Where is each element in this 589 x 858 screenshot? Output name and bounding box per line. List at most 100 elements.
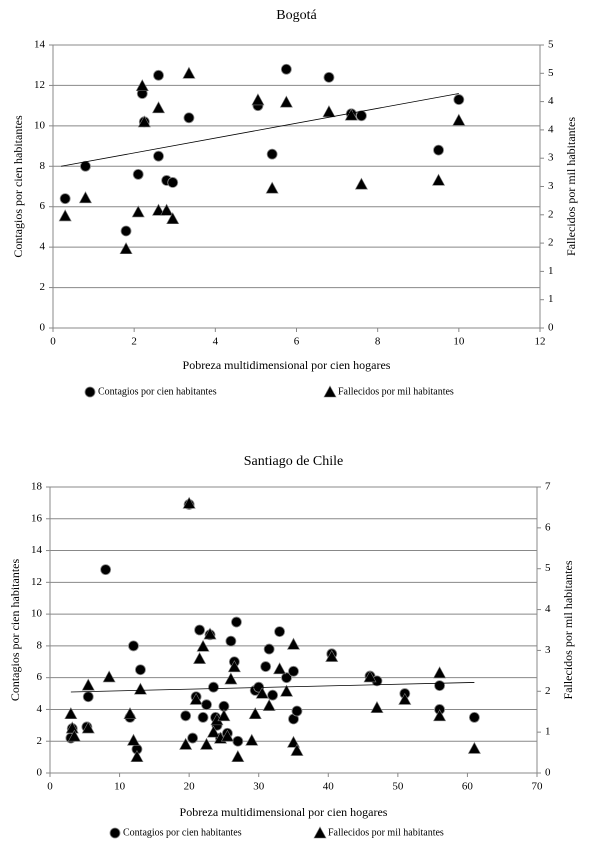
x-tick-label: 6 [294, 336, 300, 348]
y2-tick-label: 5 [548, 39, 554, 51]
data-point [433, 709, 447, 722]
data-point [467, 741, 481, 754]
y2-tick-label: 3 [548, 152, 554, 164]
x-tick-label: 40 [323, 781, 335, 793]
x-tick-label: 10 [453, 336, 465, 348]
y2-tick-label: 1 [548, 265, 554, 277]
data-point [201, 699, 212, 711]
chart-title: Santiago de Chile [244, 454, 344, 469]
data-point [231, 616, 242, 628]
data-point [67, 729, 81, 742]
data-point [180, 710, 192, 722]
data-point [290, 743, 304, 756]
y2-tick-label: 1 [545, 726, 551, 738]
data-point [64, 707, 78, 720]
data-point [206, 725, 220, 738]
y-tick-label: 4 [37, 703, 43, 715]
data-point [231, 750, 245, 762]
chart-title: Bogotá [276, 8, 317, 23]
y-tick-label: 8 [37, 639, 43, 651]
data-point [203, 627, 217, 640]
y-axis-label: Contagios por cien habitantes [8, 559, 22, 702]
y2-tick-label: 4 [548, 95, 554, 107]
y-axis-label: Contagios por cien habitantes [11, 115, 25, 258]
x-tick-label: 50 [392, 781, 404, 793]
y2-axis-label: Fallecidos por mil habitantes [561, 560, 575, 699]
data-point [227, 660, 241, 673]
data-point [363, 670, 377, 683]
x-tick-label: 0 [50, 336, 56, 348]
data-point [166, 212, 180, 225]
x-tick-label: 0 [47, 781, 53, 793]
data-point [398, 692, 412, 705]
data-point [263, 643, 275, 655]
x-tick-label: 70 [532, 781, 544, 793]
data-point [432, 173, 446, 186]
data-point [128, 640, 139, 652]
data-point [200, 737, 214, 750]
data-point [322, 105, 336, 118]
y-tick-label: 6 [37, 671, 43, 683]
data-point [280, 684, 294, 697]
y2-tick-label: 1 [548, 293, 554, 305]
y2-tick-label: 6 [545, 521, 551, 533]
data-point [232, 735, 244, 747]
y-tick-label: 16 [31, 512, 43, 524]
legend-label: Contagios por cien habitantes [123, 827, 242, 838]
data-point [266, 148, 278, 160]
data-point [65, 721, 79, 734]
data-point [370, 701, 384, 713]
data-point [225, 635, 237, 647]
data-point [197, 711, 209, 723]
y-tick-label: 0 [37, 767, 43, 779]
data-point [274, 626, 285, 637]
y-tick-label: 12 [34, 79, 45, 91]
data-point [131, 205, 145, 218]
data-point [59, 193, 71, 205]
y-tick-label: 10 [34, 119, 46, 131]
y-tick-label: 14 [34, 39, 46, 51]
y-tick-label: 4 [40, 241, 46, 253]
data-point [325, 649, 339, 662]
data-point [102, 670, 116, 683]
y-tick-label: 8 [40, 160, 46, 172]
data-point [452, 113, 466, 126]
y2-tick-label: 4 [548, 123, 554, 135]
data-point [81, 678, 95, 691]
data-point [251, 93, 265, 106]
data-point [193, 651, 207, 664]
data-point [220, 729, 234, 742]
data-point [260, 661, 272, 672]
data-point [433, 666, 447, 679]
data-point [434, 680, 446, 692]
y2-tick-label: 3 [548, 180, 554, 192]
data-point [262, 698, 276, 711]
x-tick-label: 4 [213, 336, 219, 348]
legend-label: Fallecidos por mil habitantes [328, 827, 444, 838]
data-point [323, 71, 335, 83]
data-point [267, 689, 279, 701]
x-tick-label: 8 [375, 336, 381, 348]
legend-marker [323, 385, 337, 398]
x-tick-label: 2 [131, 336, 137, 348]
data-point [153, 69, 164, 81]
y-tick-label: 2 [37, 735, 43, 747]
x-tick-label: 20 [184, 781, 196, 793]
y-tick-label: 6 [40, 200, 46, 212]
y-tick-label: 10 [31, 608, 43, 620]
data-point [135, 79, 149, 92]
data-point [80, 160, 91, 172]
trend-line [61, 93, 459, 167]
x-tick-label: 30 [253, 781, 265, 793]
data-point [119, 242, 133, 255]
data-point [132, 168, 144, 180]
data-point [160, 203, 174, 216]
y2-tick-label: 5 [548, 67, 554, 79]
data-point [291, 705, 303, 717]
x-tick-label: 12 [535, 336, 546, 348]
x-axis-label: Pobreza multidimensional por cien hogare… [180, 805, 388, 819]
data-point [82, 691, 94, 703]
data-point [135, 664, 146, 676]
data-point [152, 101, 166, 114]
